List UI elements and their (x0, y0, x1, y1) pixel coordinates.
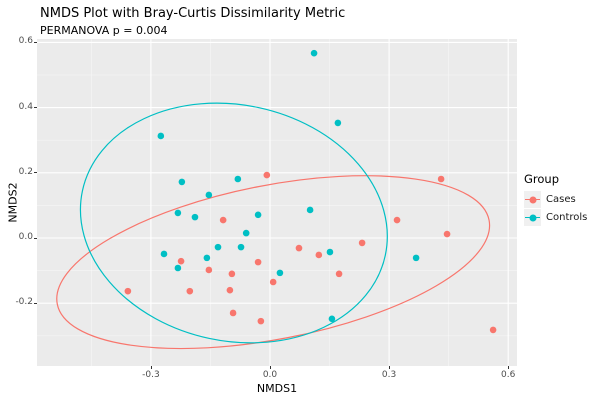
data-point-cases (228, 270, 236, 278)
legend-key-controls (524, 209, 541, 226)
data-point-cases (219, 216, 227, 224)
x-tick-label: 0.0 (262, 370, 278, 380)
y-tick-mark (34, 41, 37, 43)
legend-label: Controls (546, 212, 588, 223)
data-point-cases (335, 270, 343, 278)
y-tick-mark (34, 237, 37, 239)
legend-key-cases (524, 191, 541, 208)
data-point-cases (229, 309, 237, 317)
data-point-controls (237, 243, 245, 251)
data-point-controls (306, 206, 314, 214)
y-tick-label: 0.0 (18, 232, 33, 242)
data-point-controls (242, 229, 250, 237)
x-tick-mark (508, 366, 510, 369)
x-axis-title: NMDS1 (256, 382, 298, 395)
legend: Group Cases Controls (524, 172, 587, 227)
plot-title: NMDS Plot with Bray-Curtis Dissimilarity… (40, 6, 346, 21)
data-point-cases (124, 287, 132, 295)
data-point-controls (328, 315, 336, 323)
data-point-cases (443, 230, 451, 238)
data-point-controls (276, 269, 284, 277)
data-point-controls (157, 132, 165, 140)
confidence-ellipse-controls (79, 102, 388, 344)
x-tick-mark (150, 366, 152, 369)
y-tick-label: 0.6 (18, 36, 33, 47)
data-point-controls (310, 49, 318, 57)
data-point-cases (205, 266, 213, 274)
data-point-cases (358, 239, 366, 247)
x-tick-label: 0.6 (501, 370, 516, 380)
x-tick-mark (389, 366, 391, 369)
data-point-controls (412, 254, 420, 262)
data-point-cases (269, 278, 277, 286)
y-tick-mark (34, 172, 37, 174)
data-point-controls (203, 254, 211, 262)
data-point-cases (254, 258, 262, 266)
confidence-ellipse-cases (56, 175, 491, 350)
y-tick-label: -0.2 (15, 297, 33, 308)
y-tick-label: 0.2 (18, 166, 33, 177)
y-axis-title: NMDS2 (6, 182, 20, 223)
data-point-controls (205, 191, 213, 199)
data-point-cases (437, 175, 445, 183)
y-tick-label: 0.4 (18, 101, 33, 112)
data-point-cases (295, 244, 303, 252)
data-point-controls (326, 248, 334, 256)
data-point-controls (191, 213, 199, 221)
plot-subtitle: PERMANOVA p = 0.004 (40, 24, 168, 37)
data-point-controls (174, 209, 182, 217)
data-point-cases (257, 317, 265, 325)
data-point-cases (186, 287, 194, 295)
data-point-cases (393, 216, 401, 224)
legend-item-cases: Cases (524, 191, 587, 208)
data-point-cases (177, 257, 185, 265)
x-tick-mark (270, 366, 271, 369)
data-point-controls (160, 250, 168, 258)
x-tick-label: 0.3 (381, 370, 397, 380)
data-point-cases (226, 286, 234, 294)
y-tick-mark (34, 107, 37, 109)
data-point-controls (174, 264, 182, 272)
data-point-controls (214, 243, 222, 251)
legend-title: Group (524, 172, 560, 186)
scatter-canvas (37, 39, 517, 366)
plot-panel (37, 39, 517, 366)
legend-item-controls: Controls (524, 209, 587, 226)
data-point-controls (334, 119, 342, 127)
data-point-cases (263, 171, 271, 179)
legend-items: Cases Controls (524, 191, 587, 226)
data-point-controls (254, 211, 262, 219)
legend-label: Cases (546, 194, 576, 205)
data-point-controls (178, 178, 186, 186)
x-tick-label: -0.3 (142, 370, 160, 380)
y-tick-mark (34, 302, 37, 304)
legend-key-dot-icon (529, 214, 536, 221)
legend-key-dot-icon (529, 196, 536, 203)
data-point-cases (489, 326, 497, 334)
data-point-cases (315, 251, 323, 259)
data-point-controls (234, 175, 242, 183)
